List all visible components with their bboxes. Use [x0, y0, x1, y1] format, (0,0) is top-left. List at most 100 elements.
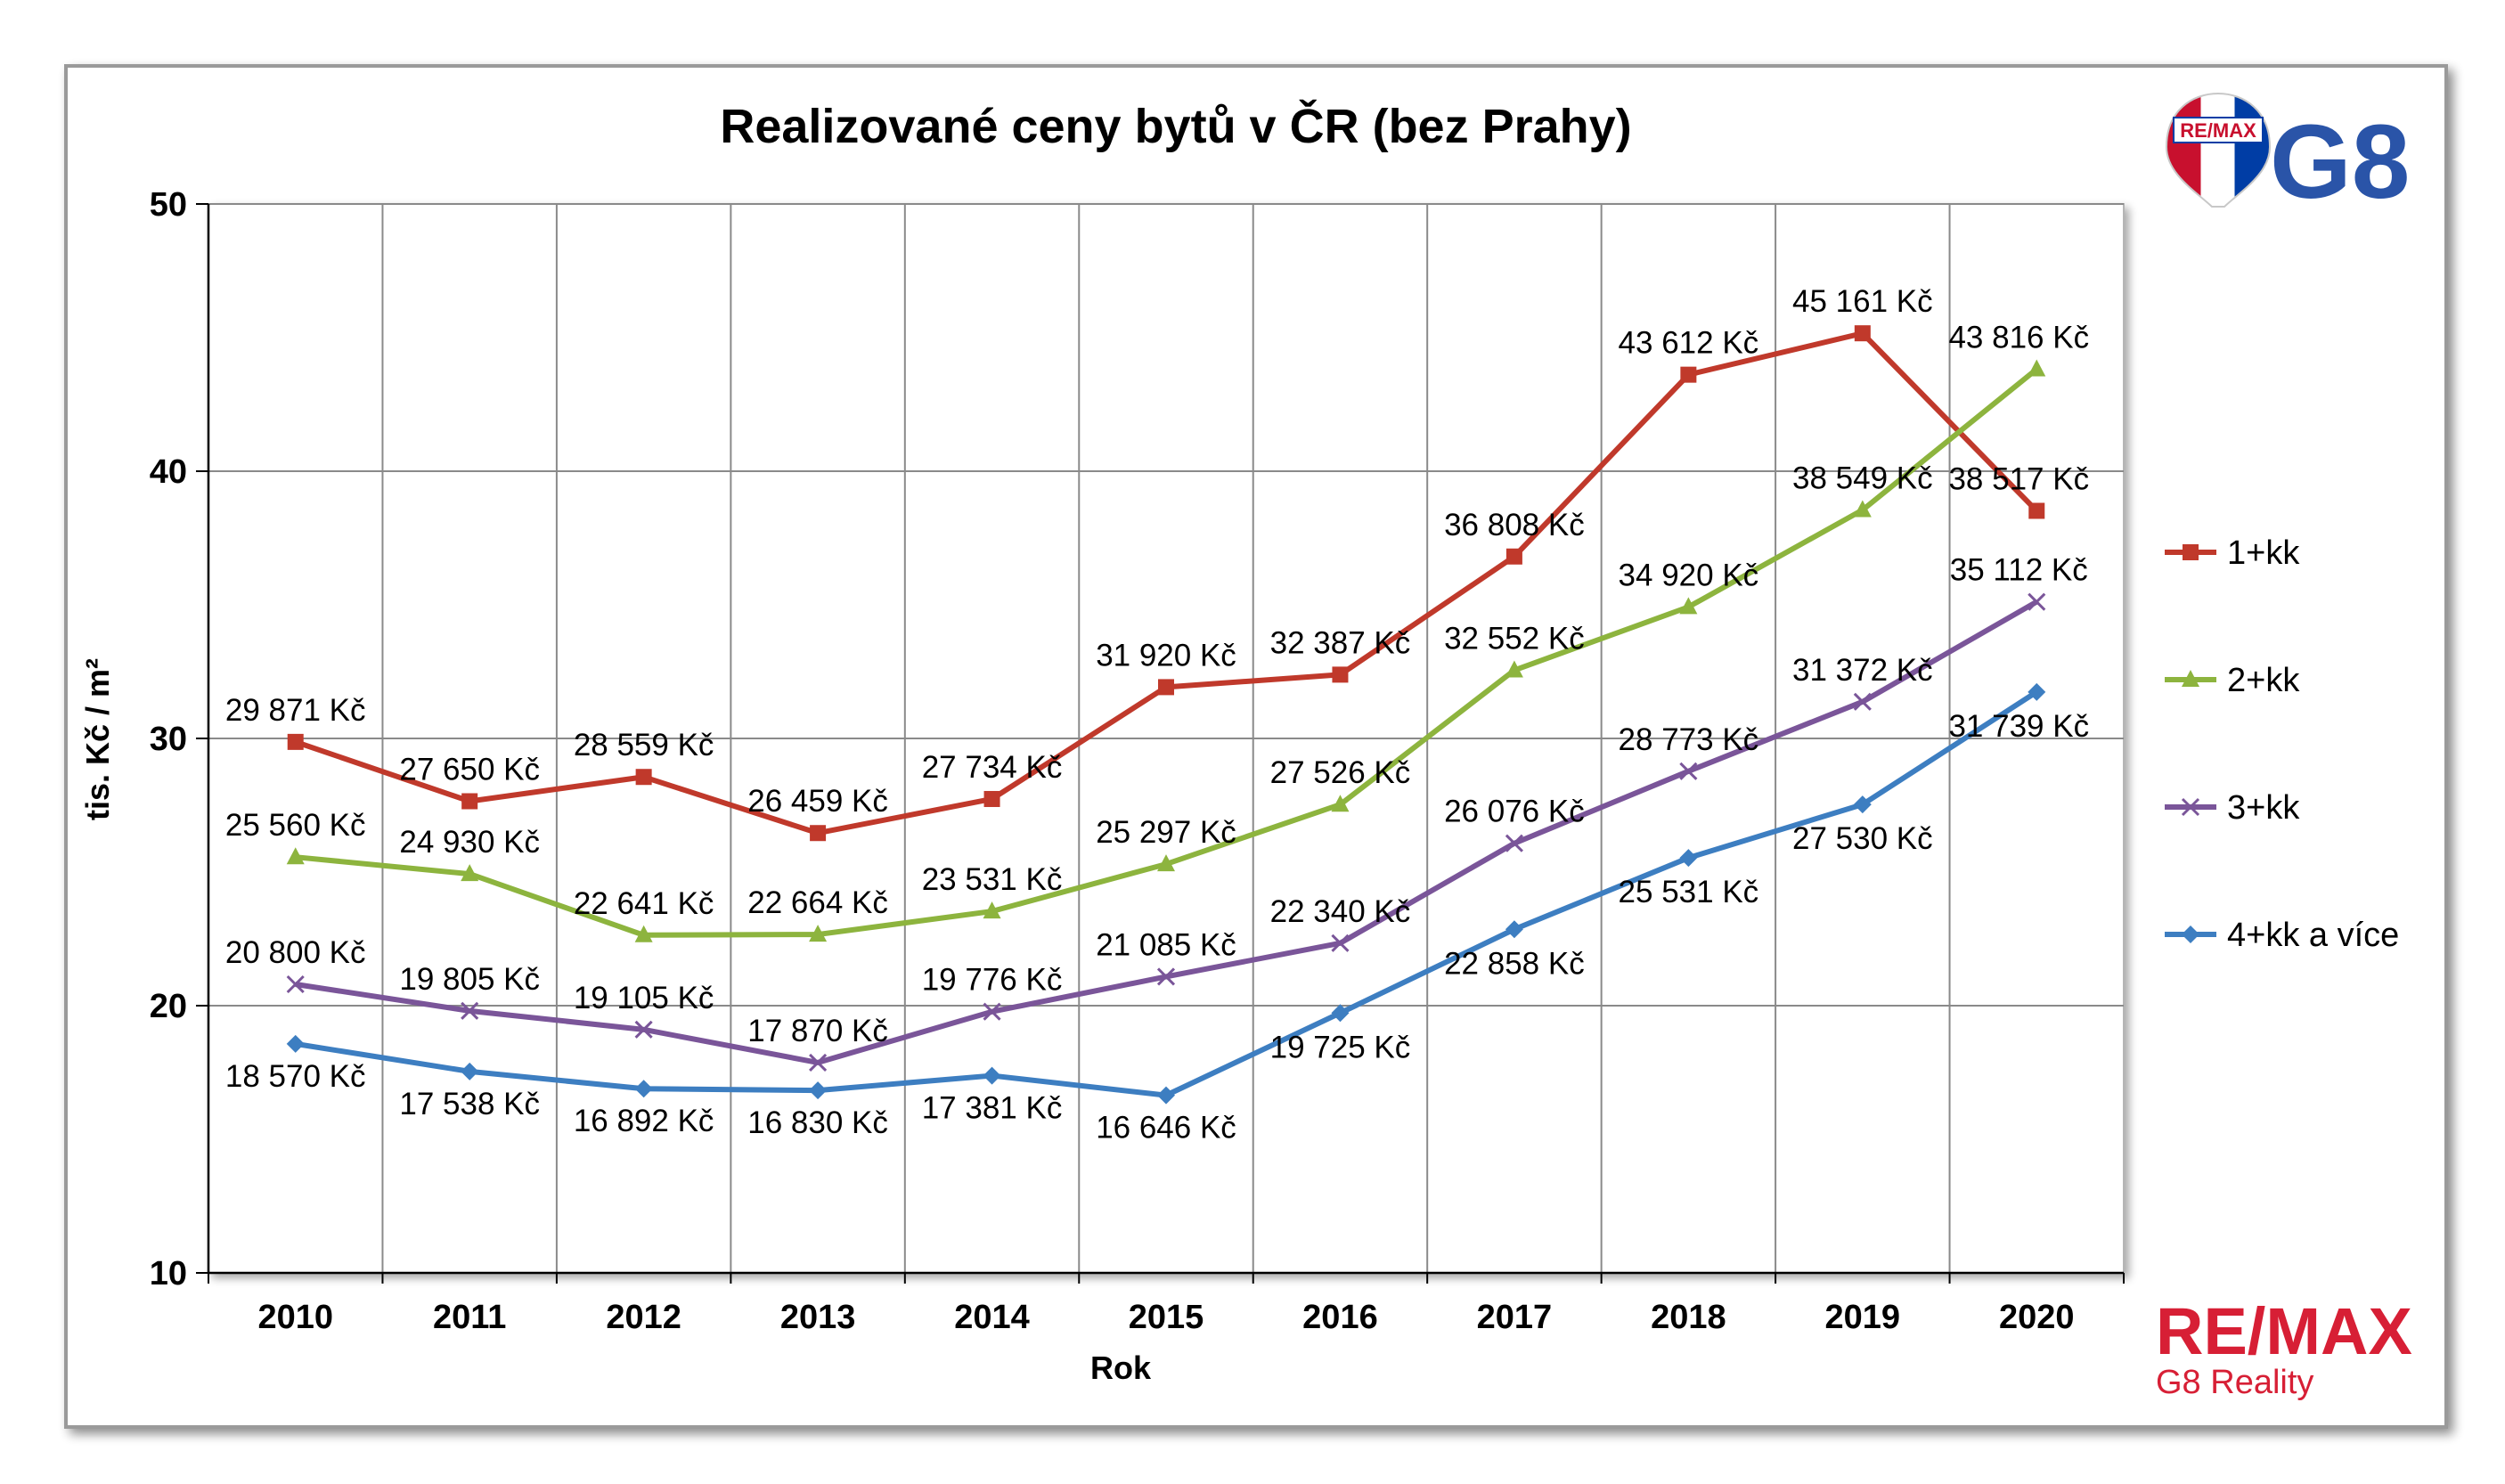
- series-3: [286, 592, 2046, 1072]
- data-label: 43 612 Kč: [1619, 326, 1759, 361]
- data-labels: 29 871 Kč 27 650 Kč 28 559 Kč 26 459 Kč 27 7…: [225, 284, 2089, 1145]
- data-point: [287, 733, 304, 750]
- balloon-banner: [2173, 117, 2264, 143]
- data-label: 27 734 Kč: [922, 750, 1063, 785]
- series-1: [287, 325, 2045, 842]
- series-layer: [286, 325, 2046, 1105]
- data-label: 19 776 Kč: [922, 963, 1063, 998]
- data-label: 35 112 Kč: [1950, 553, 2088, 588]
- data-label: 22 340 Kč: [1270, 894, 1411, 929]
- data-label: 31 920 Kč: [1096, 638, 1236, 673]
- data-label: 25 531 Kč: [1619, 875, 1759, 909]
- legend-item: 2+kk: [2165, 662, 2300, 699]
- data-point: [1679, 597, 1698, 615]
- data-point: [809, 1081, 828, 1100]
- data-label: 32 387 Kč: [1270, 625, 1411, 660]
- data-label: 25 297 Kč: [1096, 815, 1236, 850]
- data-point: [983, 1002, 1001, 1021]
- data-point: [1158, 679, 1174, 696]
- data-point: [1156, 967, 1176, 986]
- x-tick-label: 2018: [1651, 1299, 1726, 1336]
- data-label: 17 381 Kč: [922, 1091, 1063, 1126]
- data-point: [461, 1001, 479, 1020]
- data-label: 25 560 Kč: [225, 808, 366, 843]
- legend-item: 1+kk: [2165, 534, 2300, 572]
- marker-stroke: [983, 1002, 1001, 1021]
- legend-label: 4+kk a více: [2227, 917, 2399, 954]
- data-label: 45 161 Kč: [1792, 284, 1933, 319]
- x-tick-label: 2017: [1477, 1299, 1553, 1336]
- data-point: [1331, 934, 1350, 952]
- data-point: [634, 1080, 653, 1098]
- balloon-text: RE/MAX: [2180, 119, 2256, 142]
- remax-wordmark: RE/MAX G8 Reality: [2156, 1294, 2412, 1401]
- data-point: [1853, 692, 1872, 711]
- marker-stroke: [461, 1001, 479, 1020]
- data-label: 18 570 Kč: [225, 1059, 366, 1094]
- data-label: 27 526 Kč: [1270, 755, 1411, 790]
- x-tick-label: 2012: [606, 1299, 681, 1336]
- remax-subtitle: G8 Reality: [2156, 1364, 2313, 1401]
- data-point: [461, 864, 479, 882]
- data-point: [461, 793, 478, 810]
- data-label: 38 549 Kč: [1792, 461, 1933, 496]
- data-point: [1505, 834, 1523, 852]
- data-point: [286, 974, 305, 994]
- data-point: [286, 1034, 305, 1053]
- data-point: [1157, 854, 1175, 872]
- data-label: 29 871 Kč: [225, 693, 366, 728]
- chart-title: Realizované ceny bytů v ČR (bez Prahy): [720, 99, 1631, 153]
- g8-logo-text: G8: [2270, 103, 2410, 221]
- data-point: [1679, 762, 1698, 780]
- data-label: 19 725 Kč: [1270, 1030, 1411, 1064]
- data-point: [1331, 1004, 1350, 1023]
- data-point: [810, 825, 827, 842]
- legend-item: 3+kk: [2165, 789, 2300, 827]
- marker-stroke: [1679, 762, 1698, 780]
- data-label: 17 870 Kč: [747, 1014, 888, 1048]
- x-tick-label: 2019: [1825, 1299, 1901, 1336]
- series-2: [286, 359, 2046, 942]
- data-label: 34 920 Kč: [1619, 558, 1759, 592]
- data-label: 23 531 Kč: [922, 862, 1063, 897]
- data-label: 16 830 Kč: [747, 1105, 888, 1140]
- axes: 10 20 30 40 50 2010 2011 2012 2013 2014 2015 2016 20…: [150, 186, 2125, 1336]
- y-tick-label: 30: [150, 721, 187, 758]
- legend-label: 3+kk: [2227, 789, 2300, 827]
- data-label: 20 800 Kč: [225, 935, 366, 970]
- data-label: 28 773 Kč: [1619, 722, 1759, 757]
- data-point: [1505, 920, 1523, 939]
- data-point: [461, 1062, 479, 1080]
- legend-marker: [2181, 797, 2200, 817]
- marker-stroke: [2028, 592, 2046, 611]
- data-point: [983, 1066, 1001, 1085]
- x-tick-label: 2016: [1302, 1299, 1378, 1336]
- data-label: 27 530 Kč: [1792, 821, 1933, 856]
- y-tick-label: 20: [150, 988, 187, 1025]
- marker-stroke: [286, 974, 305, 994]
- x-tick-label: 2020: [1999, 1299, 2075, 1336]
- x-tick-label: 2011: [433, 1299, 506, 1336]
- data-label: 32 552 Kč: [1444, 621, 1585, 656]
- data-label: 16 892 Kč: [574, 1104, 714, 1138]
- data-label: 31 372 Kč: [1792, 653, 1933, 688]
- data-label: 31 739 Kč: [1948, 709, 2089, 744]
- data-label: 22 641 Kč: [574, 886, 714, 921]
- data-point: [2028, 359, 2046, 377]
- legend-item: 4+kk a více: [2165, 917, 2399, 954]
- legend-marker: [2183, 544, 2199, 560]
- marker-stroke: [1331, 934, 1350, 952]
- remax-brand-text: RE/MAX: [2156, 1294, 2412, 1368]
- data-label: 38 517 Kč: [1948, 461, 2089, 496]
- data-label: 22 664 Kč: [747, 885, 888, 920]
- x-tick-label: 2010: [257, 1299, 333, 1336]
- legend-label: 2+kk: [2227, 662, 2300, 699]
- marker-stroke: [809, 1053, 828, 1072]
- legend-marker: [2182, 670, 2199, 687]
- x-tick-label: 2013: [780, 1299, 856, 1336]
- data-point: [809, 1053, 828, 1072]
- data-point: [1854, 325, 1871, 342]
- data-point: [1505, 660, 1523, 678]
- legend-marker: [2182, 925, 2199, 943]
